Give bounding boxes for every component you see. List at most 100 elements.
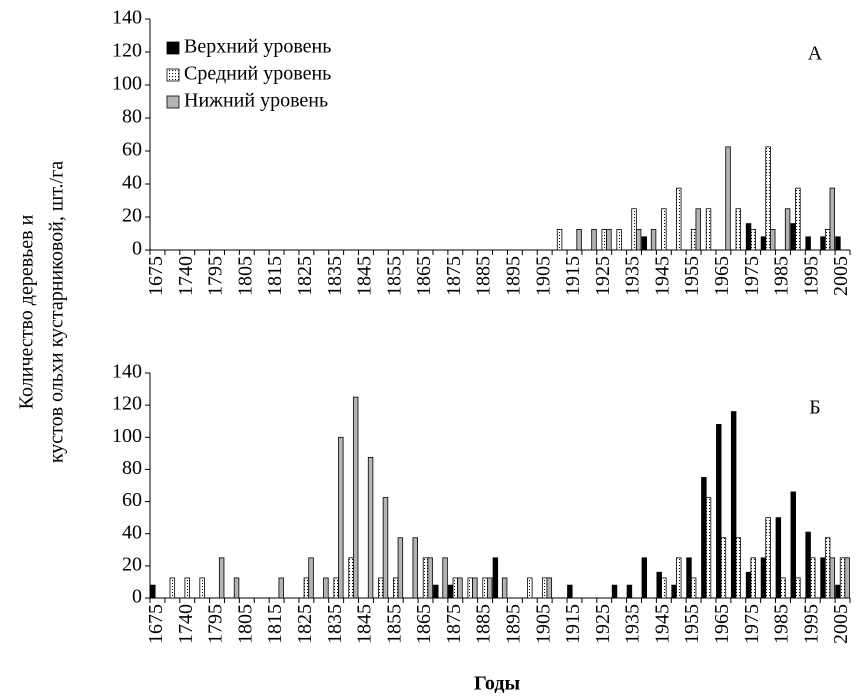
bar [591, 228, 597, 251]
x-tick-label: 1995 [800, 256, 822, 296]
bar [199, 577, 205, 599]
bar [482, 577, 488, 599]
bar [770, 228, 776, 251]
bar [338, 436, 344, 599]
x-tick-label: 1740 [175, 604, 197, 644]
x-tick-label: 1835 [324, 604, 346, 644]
bar [501, 577, 508, 599]
x-tick-label: 1865 [413, 256, 435, 296]
bar [427, 557, 433, 599]
bar [690, 228, 697, 251]
x-tick-label: 1805 [234, 604, 256, 644]
bar [745, 223, 752, 251]
x-tick-label: 1965 [711, 604, 733, 644]
bar [790, 491, 796, 599]
bar [150, 584, 156, 599]
bar [784, 208, 791, 251]
y-tick-label: 120 [112, 393, 142, 415]
x-tick-label: 1955 [681, 604, 703, 644]
bar [650, 228, 657, 251]
bar [720, 537, 727, 599]
bar [467, 577, 473, 599]
y-tick-label: 20 [122, 553, 142, 575]
bar [492, 557, 499, 599]
legend-swatch [166, 41, 180, 55]
x-tick-label: 1835 [324, 256, 346, 296]
x-axis-label: Годы [474, 673, 521, 695]
x-tick-label: 1875 [443, 256, 465, 296]
x-tick-label: 1825 [294, 604, 316, 644]
x-tick-label: 1995 [800, 604, 822, 644]
bar [184, 577, 190, 599]
x-tick-label: 1945 [651, 604, 673, 644]
bar [218, 557, 225, 599]
bar [735, 208, 742, 251]
y-tick-label: 120 [112, 40, 142, 62]
bar [323, 577, 329, 599]
y-tick-label: 40 [122, 172, 142, 194]
bar [824, 228, 831, 251]
bar [730, 411, 737, 599]
y-tick-label: 40 [122, 521, 142, 543]
y-tick-label: 60 [122, 139, 142, 161]
bar [169, 577, 176, 599]
bar [676, 557, 682, 599]
panel-label: А [808, 43, 823, 65]
y-tick-label: 80 [122, 106, 142, 128]
x-tick-label: 1965 [711, 256, 733, 296]
bar [447, 584, 454, 599]
bar [616, 228, 622, 251]
x-tick-label: 1925 [592, 256, 614, 296]
bar [750, 228, 756, 251]
bar [487, 577, 493, 599]
bar [393, 577, 399, 599]
bar [601, 228, 607, 251]
bar [760, 557, 767, 599]
y-tick-label: 60 [122, 489, 142, 511]
bar [835, 236, 841, 251]
x-tick-label: 1935 [622, 256, 644, 296]
x-tick-label: 1985 [771, 604, 793, 644]
bar [233, 577, 240, 599]
bar [527, 577, 533, 599]
x-tick-label: 1985 [771, 256, 793, 296]
legend-label: Нижний уровень [184, 90, 328, 112]
bar [556, 228, 563, 251]
x-tick-label: 1815 [264, 256, 286, 296]
x-tick-label: 1815 [264, 604, 286, 644]
bar [805, 236, 811, 251]
x-tick-label: 1925 [592, 604, 614, 644]
bar [750, 557, 756, 599]
x-tick-label: 2005 [830, 256, 852, 296]
bar [795, 187, 801, 251]
x-tick-label: 1855 [383, 256, 405, 296]
bar [397, 537, 404, 599]
y-tick-label: 100 [112, 425, 142, 447]
bar [333, 577, 339, 599]
bar [367, 456, 374, 599]
x-tick-label: 1915 [562, 256, 584, 296]
bar [844, 557, 850, 599]
bar [760, 236, 767, 251]
bar [824, 537, 831, 599]
bar [656, 571, 662, 599]
bar [765, 146, 771, 251]
bar [775, 517, 782, 599]
x-tick-label: 1955 [681, 256, 703, 296]
bar [820, 236, 826, 251]
x-tick-label: 1825 [294, 256, 316, 296]
bar [472, 577, 478, 599]
bar [810, 557, 816, 599]
bar [820, 557, 826, 599]
legend-label: Средний уровень [184, 63, 331, 85]
x-tick-label: 1740 [175, 256, 197, 296]
bar [567, 584, 573, 599]
y-tick-label: 80 [122, 457, 142, 479]
bar [348, 557, 354, 599]
bar [839, 557, 846, 599]
x-tick-label: 1905 [532, 256, 554, 296]
x-tick-label: 1855 [383, 604, 405, 644]
bar [422, 557, 429, 599]
bar [382, 497, 389, 599]
